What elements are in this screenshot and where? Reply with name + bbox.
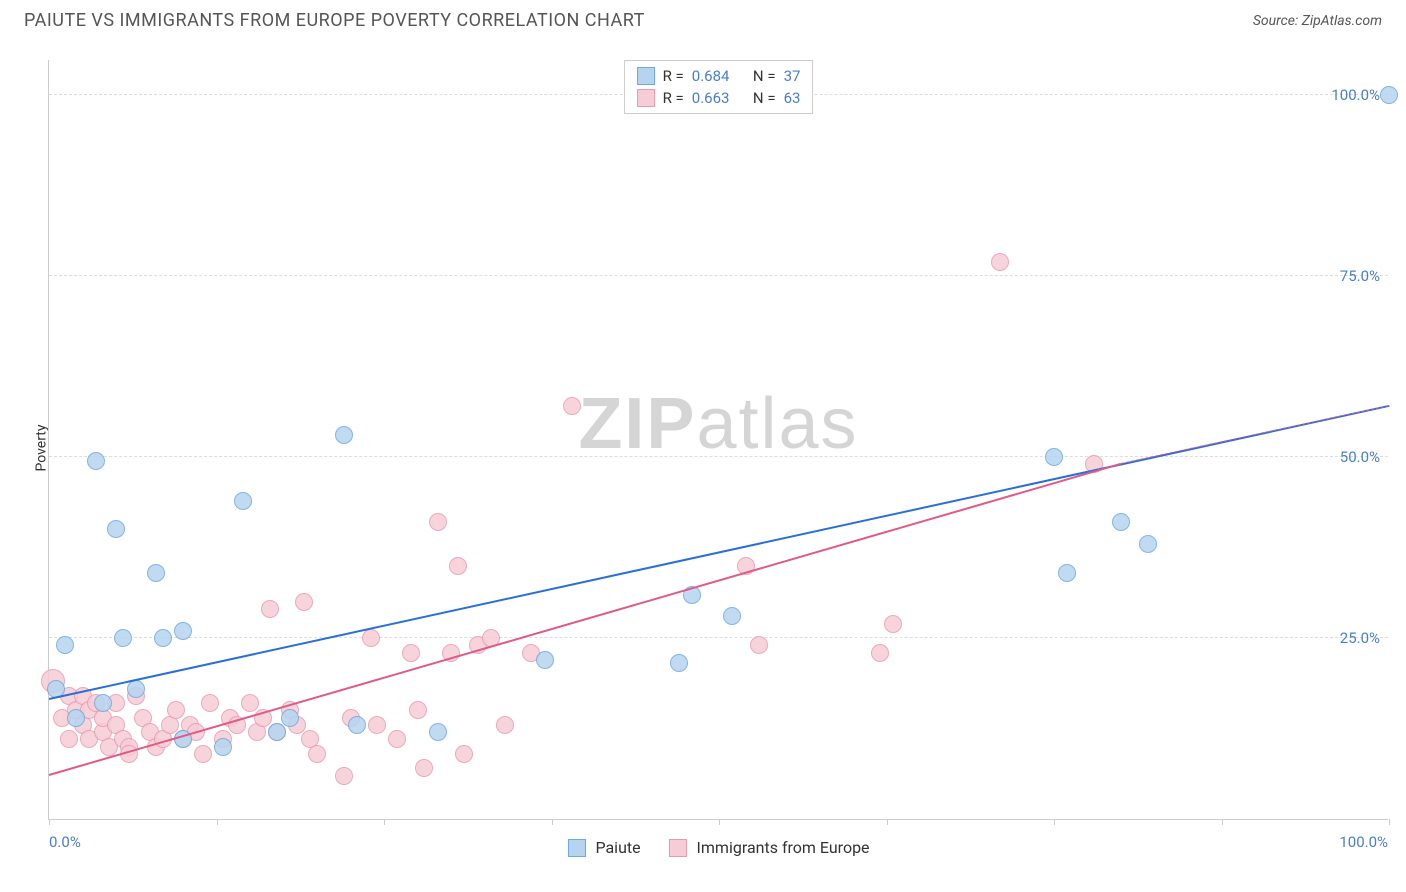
y-tick-label: 75.0% (1340, 267, 1380, 285)
scatter-point (194, 745, 212, 763)
scatter-point (429, 723, 447, 741)
chart-container: Poverty ZIPatlas 25.0%50.0%75.0%100.0%0.… (48, 60, 1388, 860)
legend-r-value: 0.684 (692, 67, 730, 85)
scatter-point (147, 564, 165, 582)
scatter-point (56, 636, 74, 654)
legend-row: R = 0.663 N = 63 (637, 87, 801, 109)
x-tick-label: 0.0% (49, 833, 81, 851)
scatter-point (268, 723, 286, 741)
scatter-point (1139, 535, 1157, 553)
scatter-point (670, 654, 688, 672)
scatter-point (234, 492, 252, 510)
scatter-point (335, 426, 353, 444)
scatter-point (60, 730, 78, 748)
legend-r-label: R = (663, 67, 684, 85)
legend-n-value: 63 (784, 89, 801, 107)
x-tick (217, 819, 218, 825)
legend-swatch (669, 839, 687, 857)
legend-n-label: N = (753, 67, 776, 85)
scatter-point (154, 629, 172, 647)
scatter-point (174, 622, 192, 640)
scatter-point (871, 644, 889, 662)
legend-swatch (637, 89, 655, 107)
scatter-point (536, 651, 554, 669)
watermark: ZIPatlas (578, 383, 858, 465)
x-tick (1389, 819, 1390, 825)
gridline (49, 637, 1388, 638)
watermark-light: atlas (696, 384, 858, 464)
scatter-point (67, 709, 85, 727)
scatter-point (1112, 513, 1130, 531)
legend-row: R = 0.684 N = 37 (637, 65, 801, 87)
y-tick-label: 50.0% (1340, 448, 1380, 466)
scatter-point (127, 680, 145, 698)
correlation-legend: R = 0.684 N = 37 R = 0.663 N = 63 (624, 60, 814, 114)
x-tick (887, 819, 888, 825)
scatter-point (991, 253, 1009, 271)
scatter-point (402, 644, 420, 662)
scatter-point (415, 759, 433, 777)
scatter-point (750, 636, 768, 654)
x-tick (49, 819, 50, 825)
legend-r-value: 0.663 (692, 89, 730, 107)
y-tick-label: 100.0% (1331, 86, 1380, 104)
scatter-point (1045, 448, 1063, 466)
scatter-point (114, 629, 132, 647)
scatter-point (241, 694, 259, 712)
scatter-point (94, 694, 112, 712)
scatter-point (295, 593, 313, 611)
legend-n-value: 37 (784, 67, 801, 85)
scatter-point (563, 397, 581, 415)
chart-header: PAIUTE VS IMMIGRANTS FROM EUROPE POVERTY… (0, 0, 1406, 41)
legend-swatch (637, 67, 655, 85)
source-attribution: Source: ZipAtlas.com (1253, 13, 1382, 29)
scatter-point (107, 520, 125, 538)
x-tick (1222, 819, 1223, 825)
x-tick (552, 819, 553, 825)
legend-n-label: N = (753, 89, 776, 107)
scatter-point (87, 452, 105, 470)
trend-line (49, 462, 1122, 775)
scatter-point (496, 716, 514, 734)
scatter-point (1380, 86, 1398, 104)
scatter-point (368, 716, 386, 734)
scatter-point (723, 607, 741, 625)
scatter-point (1058, 564, 1076, 582)
scatter-point (362, 629, 380, 647)
scatter-point (388, 730, 406, 748)
scatter-point (308, 745, 326, 763)
scatter-point (201, 694, 219, 712)
legend-r-label: R = (663, 89, 684, 107)
legend-series-label: Paiute (595, 838, 640, 857)
x-tick (384, 819, 385, 825)
series-legend: Paiute Immigrants from Europe (567, 838, 869, 857)
plot-area: ZIPatlas 25.0%50.0%75.0%100.0%0.0%100.0%… (48, 60, 1388, 820)
legend-series-label: Immigrants from Europe (697, 838, 870, 857)
scatter-point (281, 709, 299, 727)
watermark-bold: ZIP (578, 384, 696, 464)
scatter-point (884, 615, 902, 633)
x-tick (719, 819, 720, 825)
x-tick-label: 100.0% (1339, 833, 1388, 851)
scatter-point (214, 738, 232, 756)
scatter-point (167, 701, 185, 719)
chart-title: PAIUTE VS IMMIGRANTS FROM EUROPE POVERTY… (24, 10, 645, 31)
x-tick (1054, 819, 1055, 825)
scatter-point (261, 600, 279, 618)
scatter-point (455, 745, 473, 763)
scatter-point (429, 513, 447, 531)
gridline (49, 456, 1388, 457)
scatter-point (449, 557, 467, 575)
scatter-point (335, 767, 353, 785)
y-tick-label: 25.0% (1340, 629, 1380, 647)
legend-swatch (567, 839, 585, 857)
gridline (49, 275, 1388, 276)
scatter-point (348, 716, 366, 734)
scatter-point (409, 701, 427, 719)
